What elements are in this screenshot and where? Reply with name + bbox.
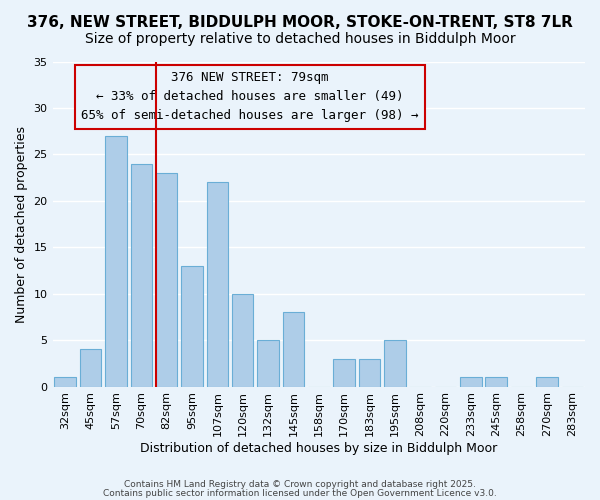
Bar	[181, 266, 203, 386]
Bar	[359, 358, 380, 386]
Bar	[334, 358, 355, 386]
Bar	[80, 350, 101, 387]
Bar	[105, 136, 127, 386]
Bar	[206, 182, 228, 386]
Bar	[55, 378, 76, 386]
Bar	[384, 340, 406, 386]
Bar	[536, 378, 558, 386]
Bar	[460, 378, 482, 386]
Text: Contains HM Land Registry data © Crown copyright and database right 2025.: Contains HM Land Registry data © Crown c…	[124, 480, 476, 489]
Bar	[283, 312, 304, 386]
Text: 376 NEW STREET: 79sqm
← 33% of detached houses are smaller (49)
65% of semi-deta: 376 NEW STREET: 79sqm ← 33% of detached …	[81, 72, 418, 122]
Bar	[131, 164, 152, 386]
Bar	[485, 378, 507, 386]
Bar	[257, 340, 279, 386]
Y-axis label: Number of detached properties: Number of detached properties	[15, 126, 28, 322]
Text: Size of property relative to detached houses in Biddulph Moor: Size of property relative to detached ho…	[85, 32, 515, 46]
X-axis label: Distribution of detached houses by size in Biddulph Moor: Distribution of detached houses by size …	[140, 442, 497, 455]
Bar	[232, 294, 253, 386]
Text: Contains public sector information licensed under the Open Government Licence v3: Contains public sector information licen…	[103, 489, 497, 498]
Bar	[156, 173, 178, 386]
Text: 376, NEW STREET, BIDDULPH MOOR, STOKE-ON-TRENT, ST8 7LR: 376, NEW STREET, BIDDULPH MOOR, STOKE-ON…	[27, 15, 573, 30]
